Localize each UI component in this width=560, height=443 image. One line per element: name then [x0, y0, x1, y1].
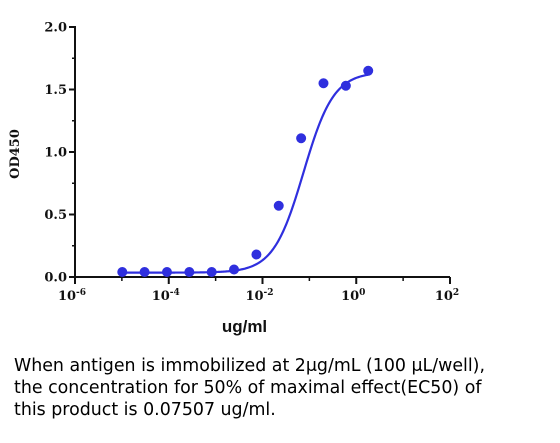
x-tick-label: 102: [435, 288, 459, 304]
x-tick-label: 10-6: [58, 288, 86, 304]
fit-curve: [122, 73, 369, 274]
data-point: [363, 65, 374, 76]
data-points: [117, 65, 374, 277]
data-point: [117, 267, 128, 277]
ec50-chart: 0.00.51.01.52.010-6 10-4 10-2 100 102 OD450 …: [8, 21, 459, 337]
y-tick-label: 1.5: [44, 83, 67, 98]
data-point: [139, 267, 150, 277]
data-point: [318, 78, 329, 89]
y-tick-label: 0.0: [44, 271, 67, 286]
data-point: [184, 267, 195, 277]
x-axis-label: ug/ml: [222, 317, 267, 336]
caption-line-1: When antigen is immobilized at 2μg/mL (1…: [14, 356, 485, 376]
y-axis-label: OD450: [8, 129, 23, 179]
axes: [74, 26, 450, 278]
x-tick-label: 100: [341, 288, 365, 304]
y-tick-label: 1.0: [44, 146, 67, 161]
data-point: [206, 267, 217, 277]
y-tick-label: 0.5: [44, 208, 67, 223]
data-point: [273, 200, 284, 211]
data-point: [251, 249, 262, 260]
data-point: [296, 133, 307, 144]
y-tick-label: 2.0: [44, 21, 67, 36]
data-point: [161, 267, 172, 277]
caption-line-3: this product is 0.07507 ug/ml.: [14, 400, 276, 420]
data-point: [229, 264, 240, 275]
caption: When antigen is immobilized at 2μg/mL (1…: [14, 355, 560, 421]
ticks: 0.0 0.5 1.0 1.5 2.0 10-6 10-4 10-2 100 102: [44, 21, 459, 305]
data-point: [340, 80, 351, 91]
x-tick-label: 10-2: [245, 288, 273, 304]
x-tick-label: 10-4: [152, 288, 180, 304]
caption-line-2: the concentration for 50% of maximal eff…: [14, 378, 482, 398]
